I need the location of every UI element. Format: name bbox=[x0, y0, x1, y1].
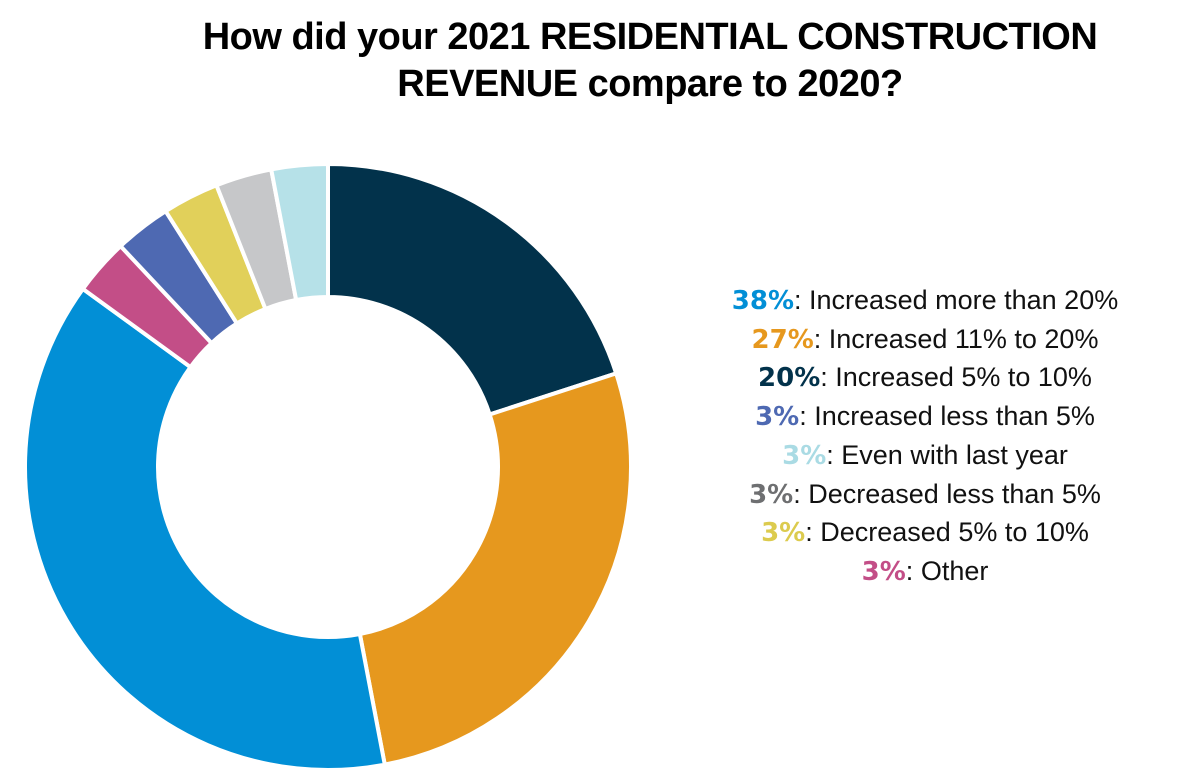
donut-slice-increased-11-to-20 bbox=[357, 370, 633, 767]
legend-separator: : bbox=[905, 555, 921, 586]
donut-slice-increased-more-than-20 bbox=[23, 286, 388, 772]
legend-separator: : bbox=[805, 517, 821, 548]
legend-label: Increased less than 5% bbox=[814, 401, 1095, 432]
legend-item: 3%: Other bbox=[660, 553, 1190, 592]
donut-slice-even-with-last-year bbox=[268, 161, 330, 303]
legend-item: 38%: Increased more than 20% bbox=[660, 282, 1190, 321]
chart-title-line-2: REVENUE compare to 2020? bbox=[397, 63, 903, 105]
legend-item: 3%: Even with last year bbox=[660, 437, 1190, 476]
legend-percent: 3% bbox=[755, 402, 800, 433]
legend-percent: 3% bbox=[761, 518, 806, 549]
legend-label: Increased 5% to 10% bbox=[835, 362, 1092, 393]
legend-item: 3%: Increased less than 5% bbox=[660, 398, 1190, 437]
legend-label: Decreased less than 5% bbox=[808, 478, 1101, 509]
legend-item: 27%: Increased 11% to 20% bbox=[660, 321, 1190, 360]
legend-item: 20%: Increased 5% to 10% bbox=[660, 359, 1190, 398]
donut-slice-increased-5-to-10 bbox=[326, 161, 619, 417]
chart-title: How did your 2021 RESIDENTIAL CONSTRUCTI… bbox=[100, 14, 1200, 108]
legend-separator: : bbox=[793, 478, 809, 509]
legend-label: Increased more than 20% bbox=[809, 285, 1119, 315]
legend-percent: 3% bbox=[782, 440, 827, 471]
legend-percent: 38% bbox=[731, 286, 795, 316]
legend-item: 3%: Decreased 5% to 10% bbox=[660, 514, 1190, 553]
legend-separator: : bbox=[820, 362, 836, 393]
legend-label: Other bbox=[920, 555, 989, 586]
legend-label: Increased 11% to 20% bbox=[828, 323, 1099, 354]
legend-separator: : bbox=[813, 323, 829, 354]
legend-percent: 27% bbox=[751, 324, 814, 355]
chart-legend: 38%: Increased more than 20% 27%: Increas… bbox=[660, 282, 1190, 592]
legend-percent: 20% bbox=[758, 363, 821, 394]
legend-percent: 3% bbox=[861, 556, 906, 587]
legend-separator: : bbox=[794, 285, 810, 315]
legend-label: Even with last year bbox=[841, 439, 1068, 470]
legend-item: 3%: Decreased less than 5% bbox=[660, 476, 1190, 515]
legend-percent: 3% bbox=[749, 479, 794, 510]
legend-separator: : bbox=[799, 401, 815, 432]
legend-label: Decreased 5% to 10% bbox=[820, 517, 1089, 548]
legend-separator: : bbox=[826, 439, 842, 470]
chart-title-line-1: How did your 2021 RESIDENTIAL CONSTRUCTI… bbox=[202, 16, 1098, 58]
